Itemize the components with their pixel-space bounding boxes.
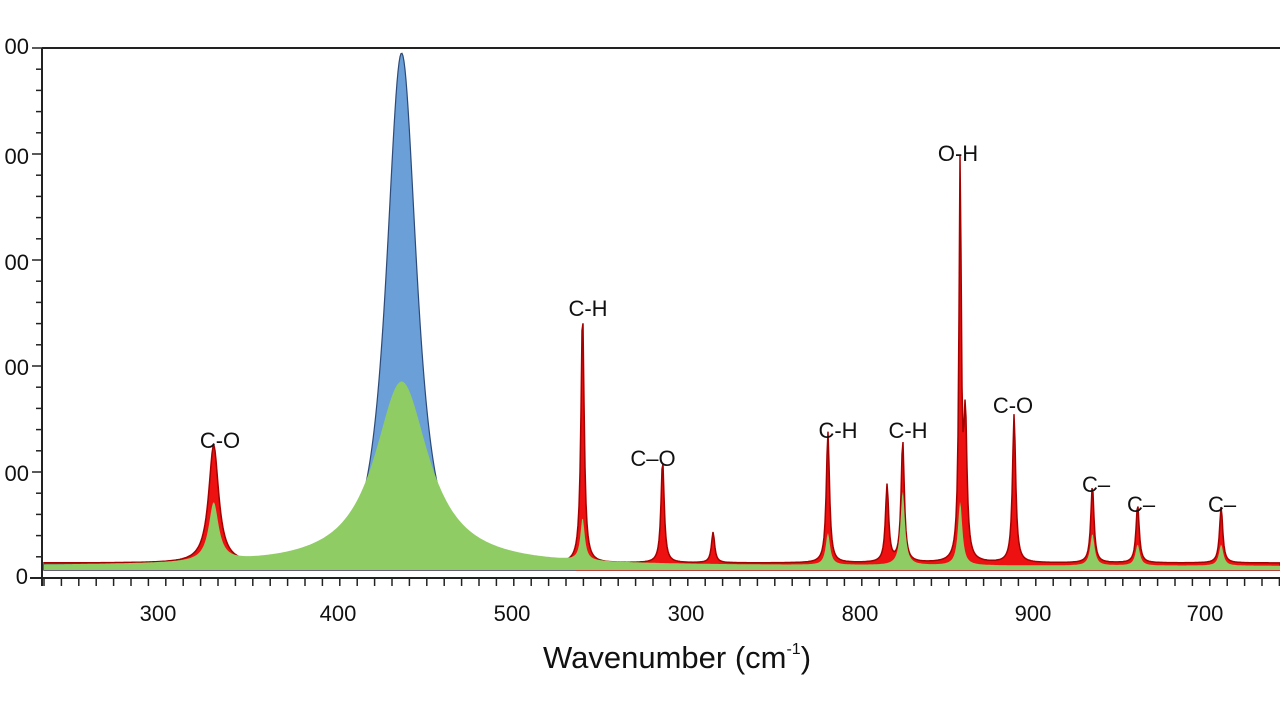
peak-label: C-H — [568, 296, 608, 321]
peak-label: C-H — [818, 418, 858, 443]
peak-label: O-H — [937, 141, 979, 166]
y-tick-label: 0 — [15, 564, 28, 589]
y-tick-label: 00 — [4, 250, 29, 275]
x-tick-label: 500 — [493, 601, 531, 626]
y-tick-label: 00 — [4, 355, 29, 380]
y-tick-label: 00 — [4, 461, 29, 486]
x-axis-title-close: ) — [800, 640, 812, 675]
x-tick-label: 800 — [841, 601, 879, 626]
x-tick-label: 400 — [319, 601, 357, 626]
x-axis-title-text: Wavenumber (cm — [543, 640, 787, 675]
x-axis-title: Wavenumber (cm-1) — [543, 640, 811, 676]
x-tick-label: 300 — [139, 601, 177, 626]
x-tick-label: 300 — [667, 601, 705, 626]
peak-label: C-O — [992, 393, 1034, 418]
peak-label: C– — [1207, 492, 1237, 517]
y-tick-label: 00 — [4, 144, 29, 169]
green-band-area — [44, 381, 1280, 570]
axes-layer — [30, 47, 1280, 586]
peak-label: C– — [1081, 472, 1111, 497]
peak-label: C–O — [630, 446, 676, 471]
series-layer — [43, 52, 1280, 571]
red-spectrum-area — [43, 155, 1280, 571]
peak-label: C– — [1126, 492, 1156, 517]
blue-band-area — [43, 52, 576, 571]
x-axis-title-superscript: -1 — [786, 641, 801, 658]
y-tick-label: 00 — [4, 34, 29, 59]
x-tick-label: 900 — [1014, 601, 1052, 626]
x-tick-label: 700 — [1186, 601, 1224, 626]
peak-label: C-H — [888, 418, 928, 443]
peak-label: C-O — [199, 428, 241, 453]
